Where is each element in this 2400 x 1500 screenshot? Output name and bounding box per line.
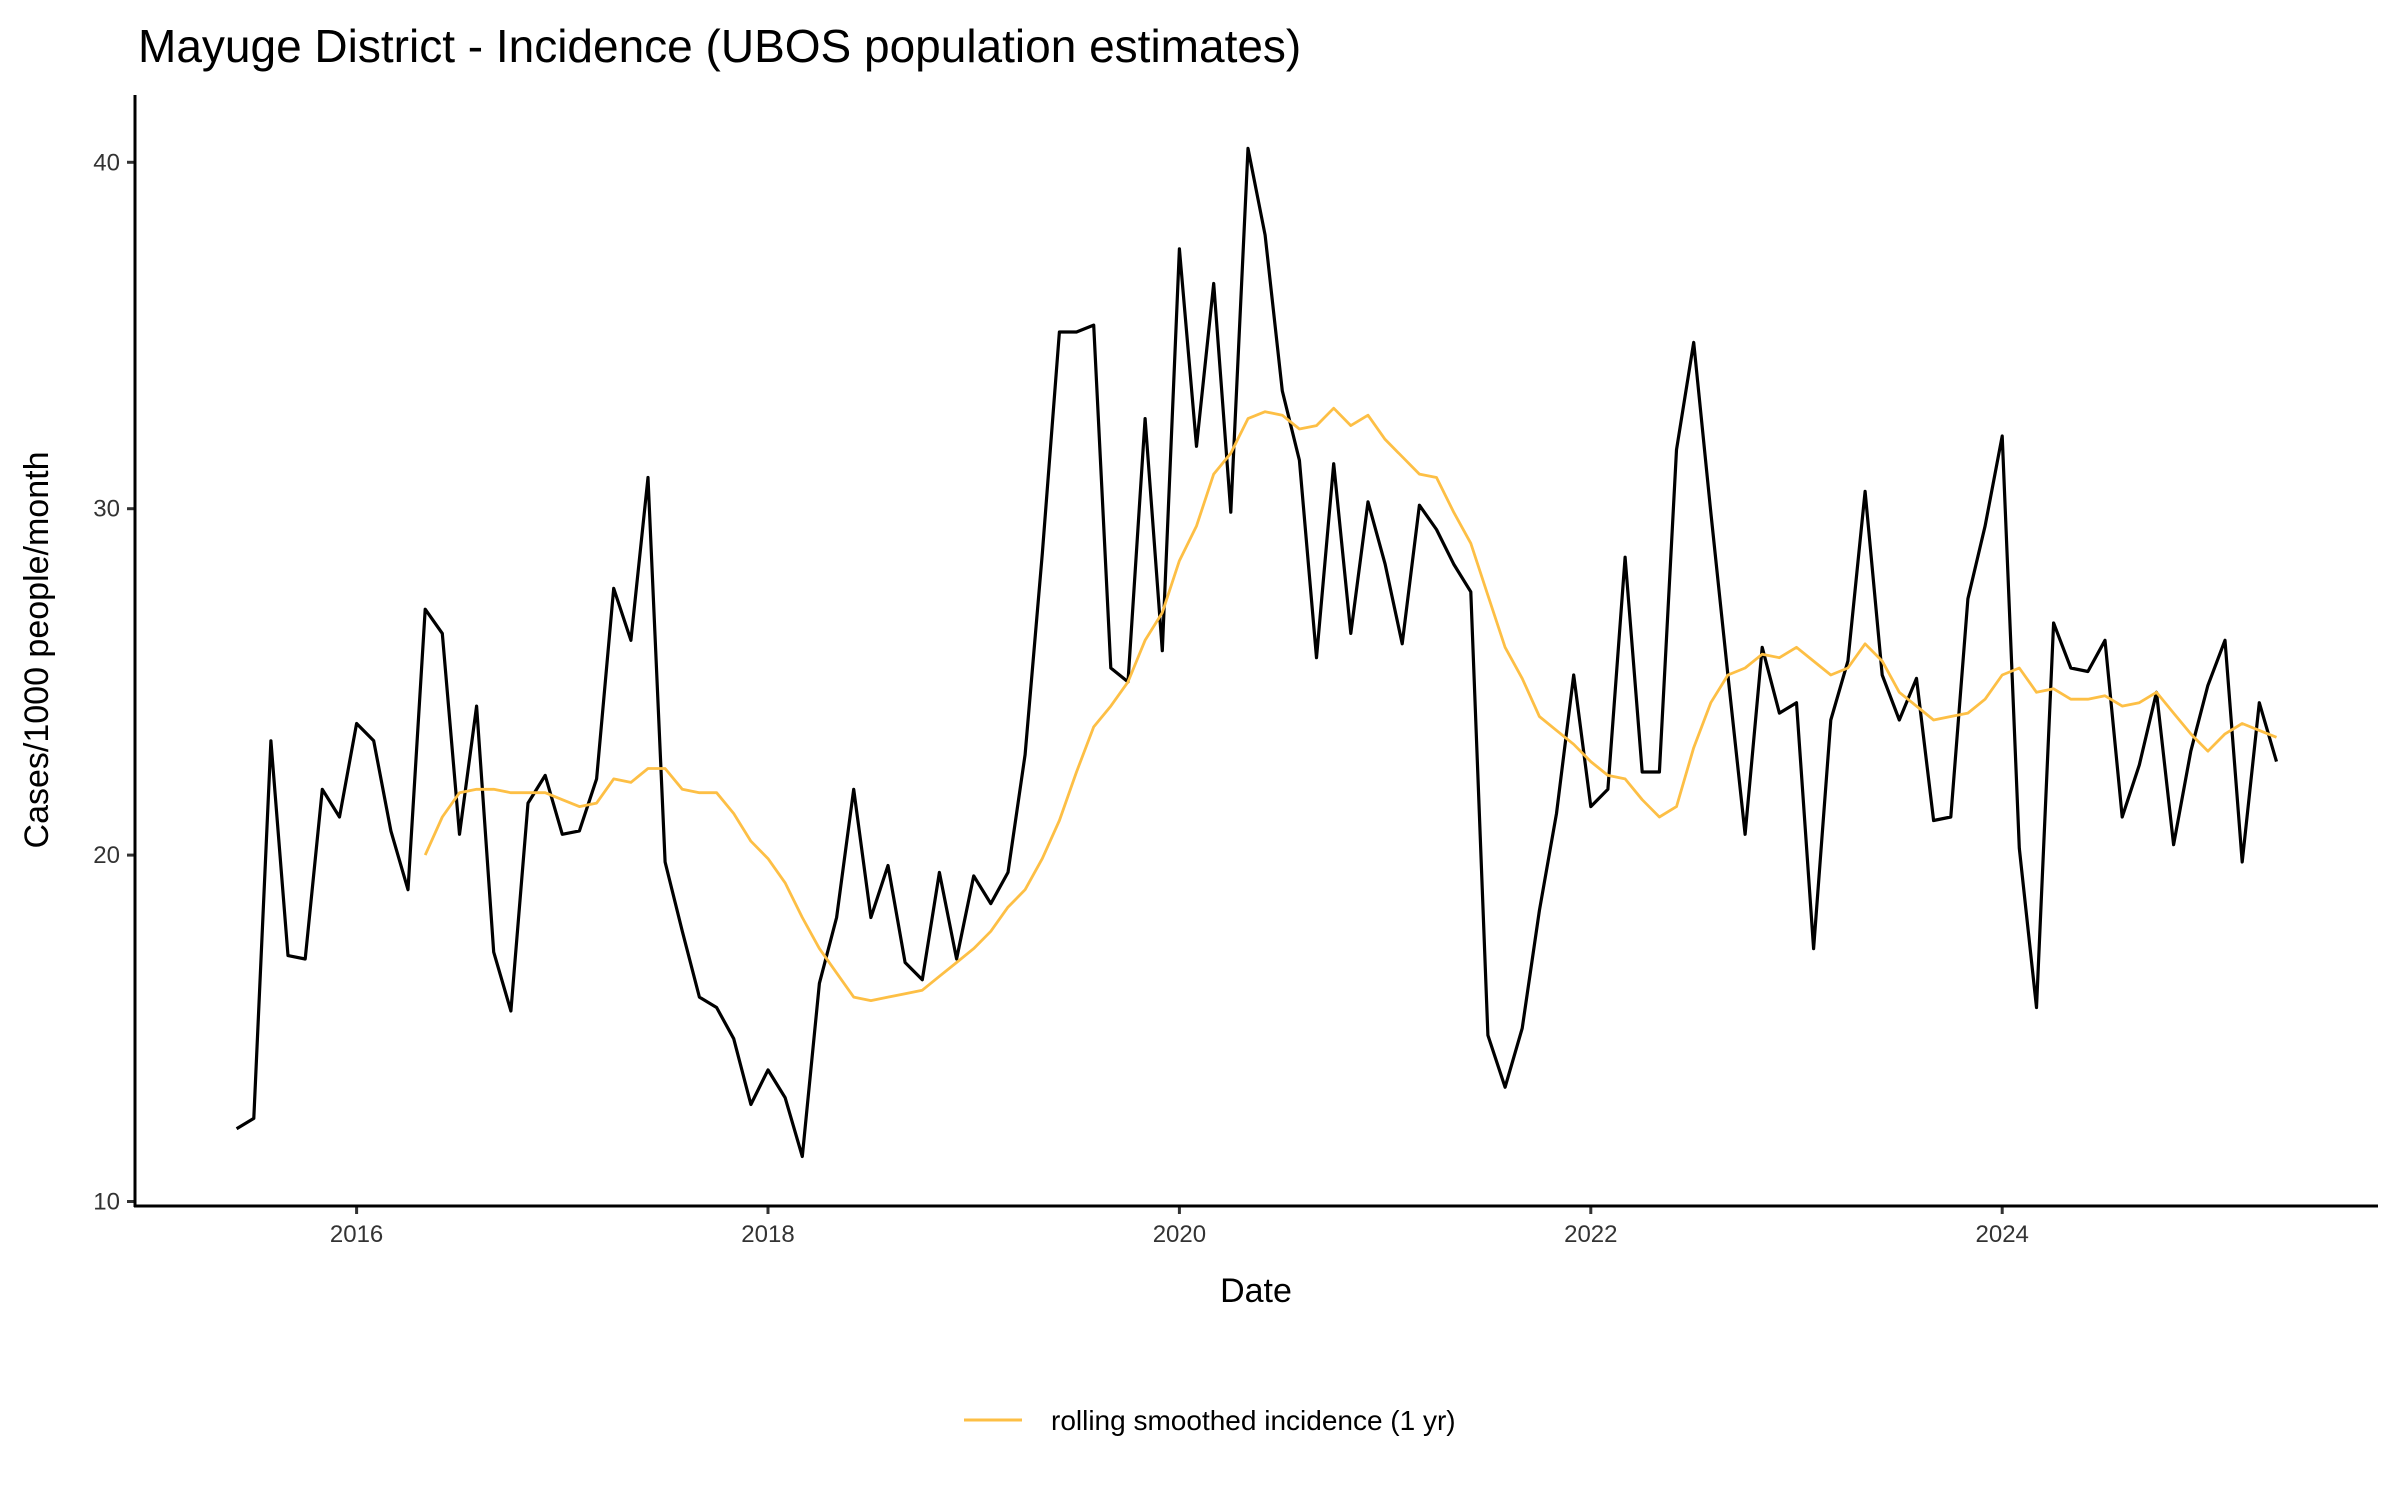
x-tick-label: 2020 [1153,1221,1206,1248]
x-tick-label: 2024 [1976,1221,2029,1248]
legend-label-rolling: rolling smoothed incidence (1 yr) [1051,1405,1456,1436]
x-tick-label: 2022 [1564,1221,1617,1248]
legend: rolling smoothed incidence (1 yr) [964,1405,1456,1436]
series-line-incidence [235,146,2279,1159]
series-group [235,146,2279,1159]
x-axis-title: Date [1220,1272,1292,1310]
x-axis: 2016 2018 2020 2022 2024 [330,1206,2029,1248]
y-tick-label: 10 [93,1189,120,1216]
y-axis: 10 20 30 40 [93,149,135,1216]
chart-title: Mayuge District - Incidence (UBOS popula… [138,20,1301,72]
series-line-rolling-smoothed [423,406,2278,1002]
y-tick-label: 20 [93,842,120,869]
y-axis-title: Cases/1000 people/month [18,452,56,849]
y-tick-label: 40 [93,149,120,176]
x-tick-label: 2016 [330,1221,383,1248]
x-tick-label: 2018 [741,1221,794,1248]
y-tick-label: 30 [93,496,120,523]
